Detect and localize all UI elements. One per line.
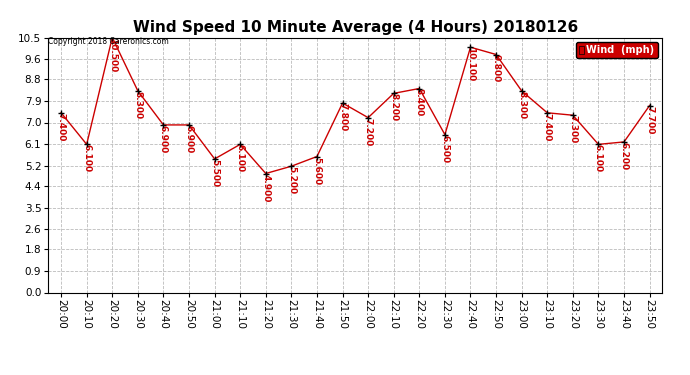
Title: Wind Speed 10 Minute Average (4 Hours) 20180126: Wind Speed 10 Minute Average (4 Hours) 2… [132,20,578,35]
Text: 4.900: 4.900 [262,174,270,202]
Text: 10.100: 10.100 [466,47,475,81]
Text: 6.100: 6.100 [236,144,245,172]
Text: 7.300: 7.300 [569,115,578,144]
Text: 7.400: 7.400 [57,113,66,141]
Text: 7.800: 7.800 [338,103,347,131]
Text: 8.300: 8.300 [133,91,142,119]
Text: 5.200: 5.200 [287,166,296,194]
Text: 6.100: 6.100 [82,144,91,172]
Text: Copyright 2018 Careronics.com: Copyright 2018 Careronics.com [48,38,169,46]
Text: 8.200: 8.200 [389,93,398,122]
Text: 6.900: 6.900 [159,125,168,153]
Text: 5.600: 5.600 [313,156,322,184]
Text: 10.500: 10.500 [108,38,117,72]
Text: 6.900: 6.900 [184,125,193,153]
Text: 7.700: 7.700 [645,105,654,134]
Text: 6.100: 6.100 [594,144,603,172]
Text: 9.800: 9.800 [491,54,500,83]
Text: 7.400: 7.400 [543,113,552,141]
Legend: Wind  (mph): Wind (mph) [575,42,658,58]
Text: 8.400: 8.400 [415,88,424,117]
Text: 5.500: 5.500 [210,159,219,187]
Text: 6.200: 6.200 [620,142,629,170]
Text: 7.200: 7.200 [364,118,373,146]
Text: 6.500: 6.500 [440,135,449,163]
Text: 8.300: 8.300 [518,91,526,119]
